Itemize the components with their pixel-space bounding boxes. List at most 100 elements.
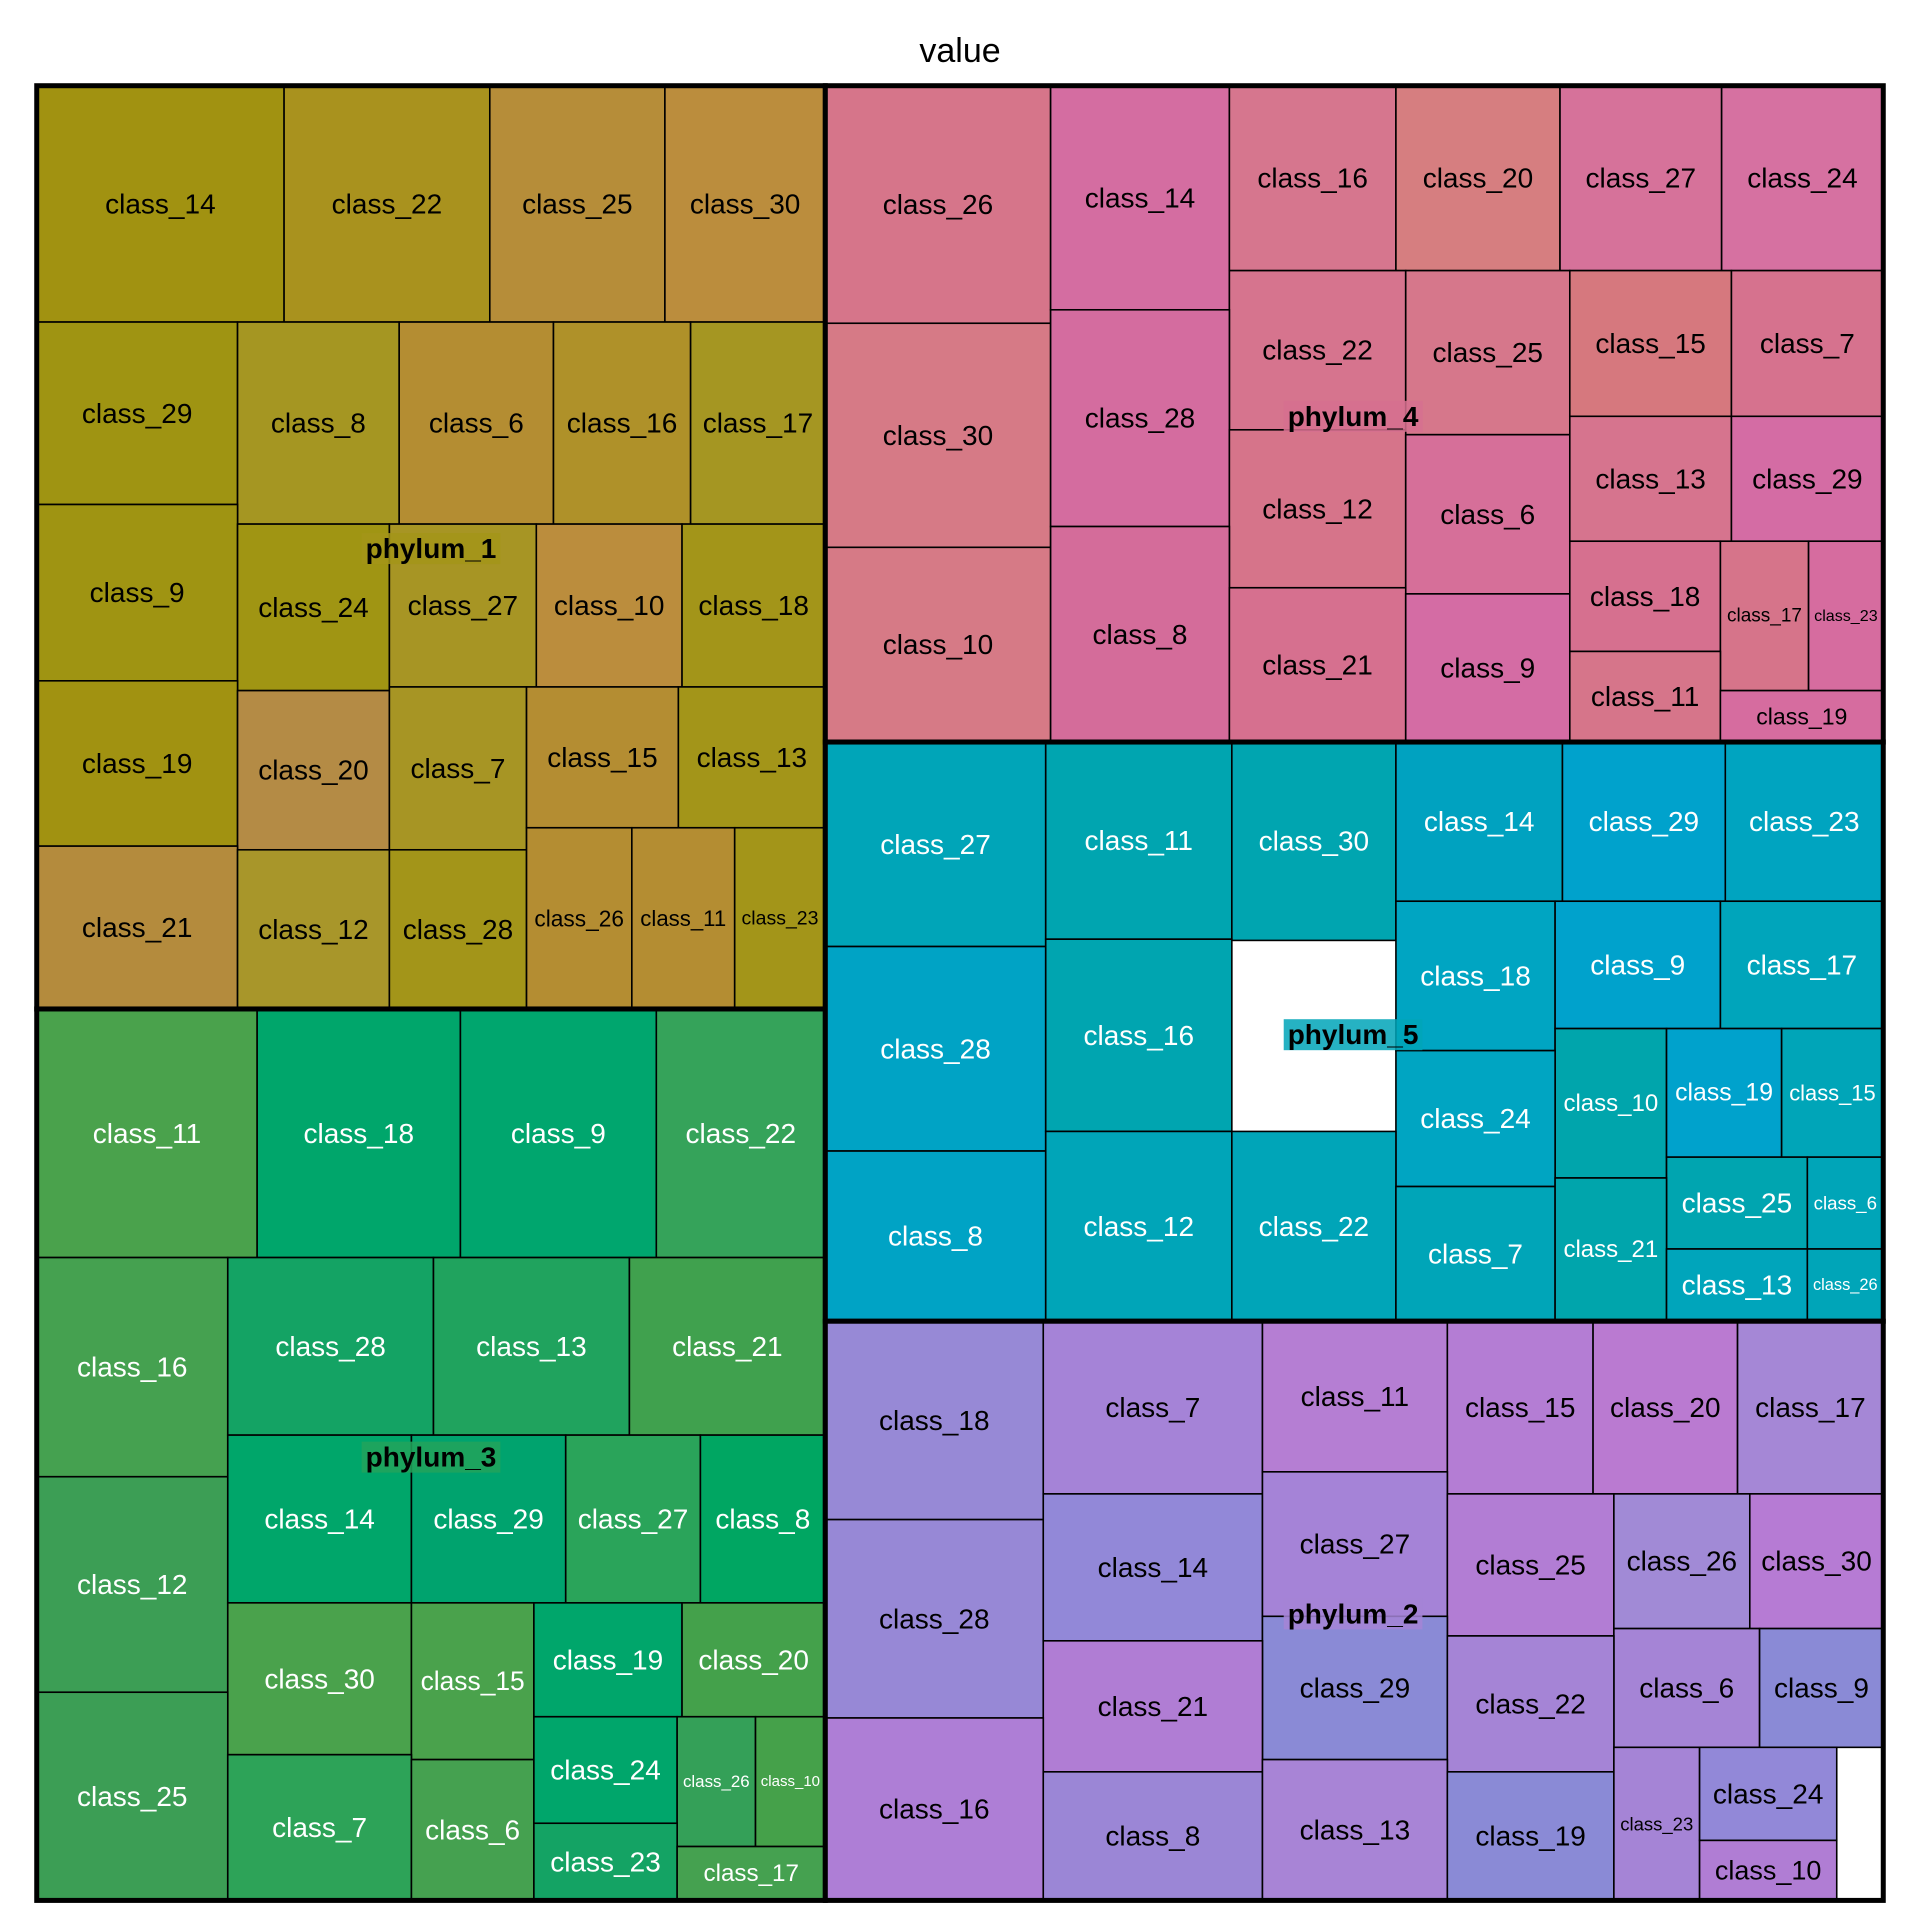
treemap-tile xyxy=(689,321,827,525)
tile-label: class_18 xyxy=(698,590,809,621)
treemap-tile xyxy=(681,523,827,688)
tile-label: class_24 xyxy=(1713,1778,1824,1809)
tile-label: class_28 xyxy=(880,1033,991,1064)
treemap-tile xyxy=(824,1717,1045,1902)
tile-label: class_28 xyxy=(403,914,514,945)
tile-label: class_30 xyxy=(1761,1546,1872,1577)
tile-label: class_23 xyxy=(1620,1813,1693,1835)
tile-label: class_9 xyxy=(1440,652,1535,683)
treemap-tile xyxy=(35,1008,258,1259)
tile-label: class_11 xyxy=(1591,681,1699,712)
treemap-tile xyxy=(1231,741,1397,942)
treemap-tile xyxy=(1042,1493,1264,1642)
tile-label: class_14 xyxy=(1424,806,1535,837)
tile-label: class_16 xyxy=(77,1352,188,1383)
treemap-tile xyxy=(388,848,528,1010)
treemap-tile xyxy=(1404,593,1571,743)
treemap-tile xyxy=(564,1434,702,1604)
treemap-tile xyxy=(628,1256,827,1436)
tile-label: class_9 xyxy=(90,577,185,608)
treemap-tile xyxy=(35,845,239,1010)
tile-label: class_27 xyxy=(408,590,519,621)
phylum-group-phylum_4: class_26 class_14 class_16 class_20 class_27… xyxy=(822,83,1886,745)
tile-label: class_15 xyxy=(1789,1080,1875,1105)
treemap-tile xyxy=(1446,1320,1594,1495)
tile-label: class_23 xyxy=(1749,806,1860,837)
tile-label: class_11 xyxy=(1301,1381,1409,1412)
tile-label: class_29 xyxy=(1300,1672,1411,1703)
tile-label: class_28 xyxy=(879,1603,990,1634)
tile-label: class_17 xyxy=(1755,1392,1866,1423)
tile-label: class_20 xyxy=(258,755,369,786)
tile-label: class_15 xyxy=(1595,328,1706,359)
phylum-label-bg xyxy=(361,533,501,565)
tile-label: class_19 xyxy=(1675,1079,1773,1106)
treemap-tile xyxy=(1395,1049,1556,1188)
treemap-tile xyxy=(1719,689,1885,743)
treemap-tile xyxy=(525,686,680,829)
treemap-tile xyxy=(432,1256,631,1436)
treemap-tile xyxy=(1228,84,1397,272)
tile-label: class_22 xyxy=(686,1118,797,1149)
tile-label: class_15 xyxy=(547,742,658,773)
treemap-tile xyxy=(1698,1839,1838,1902)
tile-label: class_25 xyxy=(522,188,633,219)
tile-label: class_30 xyxy=(1259,826,1370,857)
tile-label: class_22 xyxy=(332,188,443,219)
tile-label: class_18 xyxy=(1590,581,1701,612)
treemap-tile xyxy=(1395,1185,1556,1323)
treemap-tile xyxy=(1807,540,1885,692)
treemap-tile xyxy=(1049,525,1231,743)
treemap-tile xyxy=(1780,1027,1885,1158)
phylum-label: phylum_1 xyxy=(366,533,497,564)
treemap-tile xyxy=(1261,1758,1449,1902)
treemap-tile xyxy=(533,1822,678,1902)
tile-label: class_21 xyxy=(82,912,193,943)
tile-label: class_17 xyxy=(1747,949,1858,980)
tile-label: class_27 xyxy=(1586,163,1697,194)
treemap-tile xyxy=(1559,84,1723,272)
tile-label: class_10 xyxy=(761,1773,820,1790)
tile-label: class_6 xyxy=(425,1815,520,1846)
tile-label: class_24 xyxy=(1420,1103,1531,1134)
treemap-tile xyxy=(1395,900,1556,1052)
tile-label: class_7 xyxy=(1428,1238,1523,1269)
treemap-tile xyxy=(1231,1130,1397,1323)
tile-label: class_26 xyxy=(1627,1546,1738,1577)
treemap-tile xyxy=(388,686,528,851)
treemap-tile xyxy=(35,503,239,682)
treemap-tile xyxy=(1665,1027,1783,1158)
treemap-tile xyxy=(410,1758,535,1902)
tile-label: class_8 xyxy=(1105,1821,1200,1852)
tile-label: class_22 xyxy=(1475,1688,1586,1719)
treemap-tile xyxy=(1446,1635,1615,1773)
tile-label: class_14 xyxy=(1098,1552,1209,1583)
tile-label: class_9 xyxy=(1774,1672,1869,1703)
tile-label: class_18 xyxy=(1420,960,1531,991)
treemap-tile xyxy=(1568,269,1733,418)
treemap-tile xyxy=(1049,308,1231,528)
tile-label: class_12 xyxy=(1262,493,1373,524)
tile-label: class_27 xyxy=(578,1503,689,1534)
tile-label: class_25 xyxy=(1475,1549,1586,1580)
tile-label: class_7 xyxy=(1105,1392,1200,1423)
phylum-group-phylum_1: class_14 class_22 class_25 class_30 class_29… xyxy=(34,83,828,1012)
phylum-label-bg xyxy=(361,1441,501,1473)
tile-label: class_10 xyxy=(554,590,665,621)
treemap-tile xyxy=(677,686,827,829)
treemap-tile xyxy=(1042,1771,1264,1902)
treemap-tile xyxy=(1228,586,1407,743)
tile-label: class_29 xyxy=(433,1503,544,1534)
tile-label: class_12 xyxy=(77,1569,188,1600)
tile-label: class_22 xyxy=(1259,1211,1370,1242)
tile-label: class_14 xyxy=(105,188,216,219)
treemap-tile xyxy=(824,1518,1045,1719)
treemap-tile xyxy=(459,1008,658,1259)
tile-label: class_12 xyxy=(258,914,369,945)
tile-label: class_15 xyxy=(421,1666,525,1696)
treemap-tile xyxy=(1698,1746,1838,1842)
phylum-label: phylum_3 xyxy=(366,1442,497,1473)
treemap-tile xyxy=(1568,540,1722,653)
tile-label: class_11 xyxy=(640,906,726,931)
